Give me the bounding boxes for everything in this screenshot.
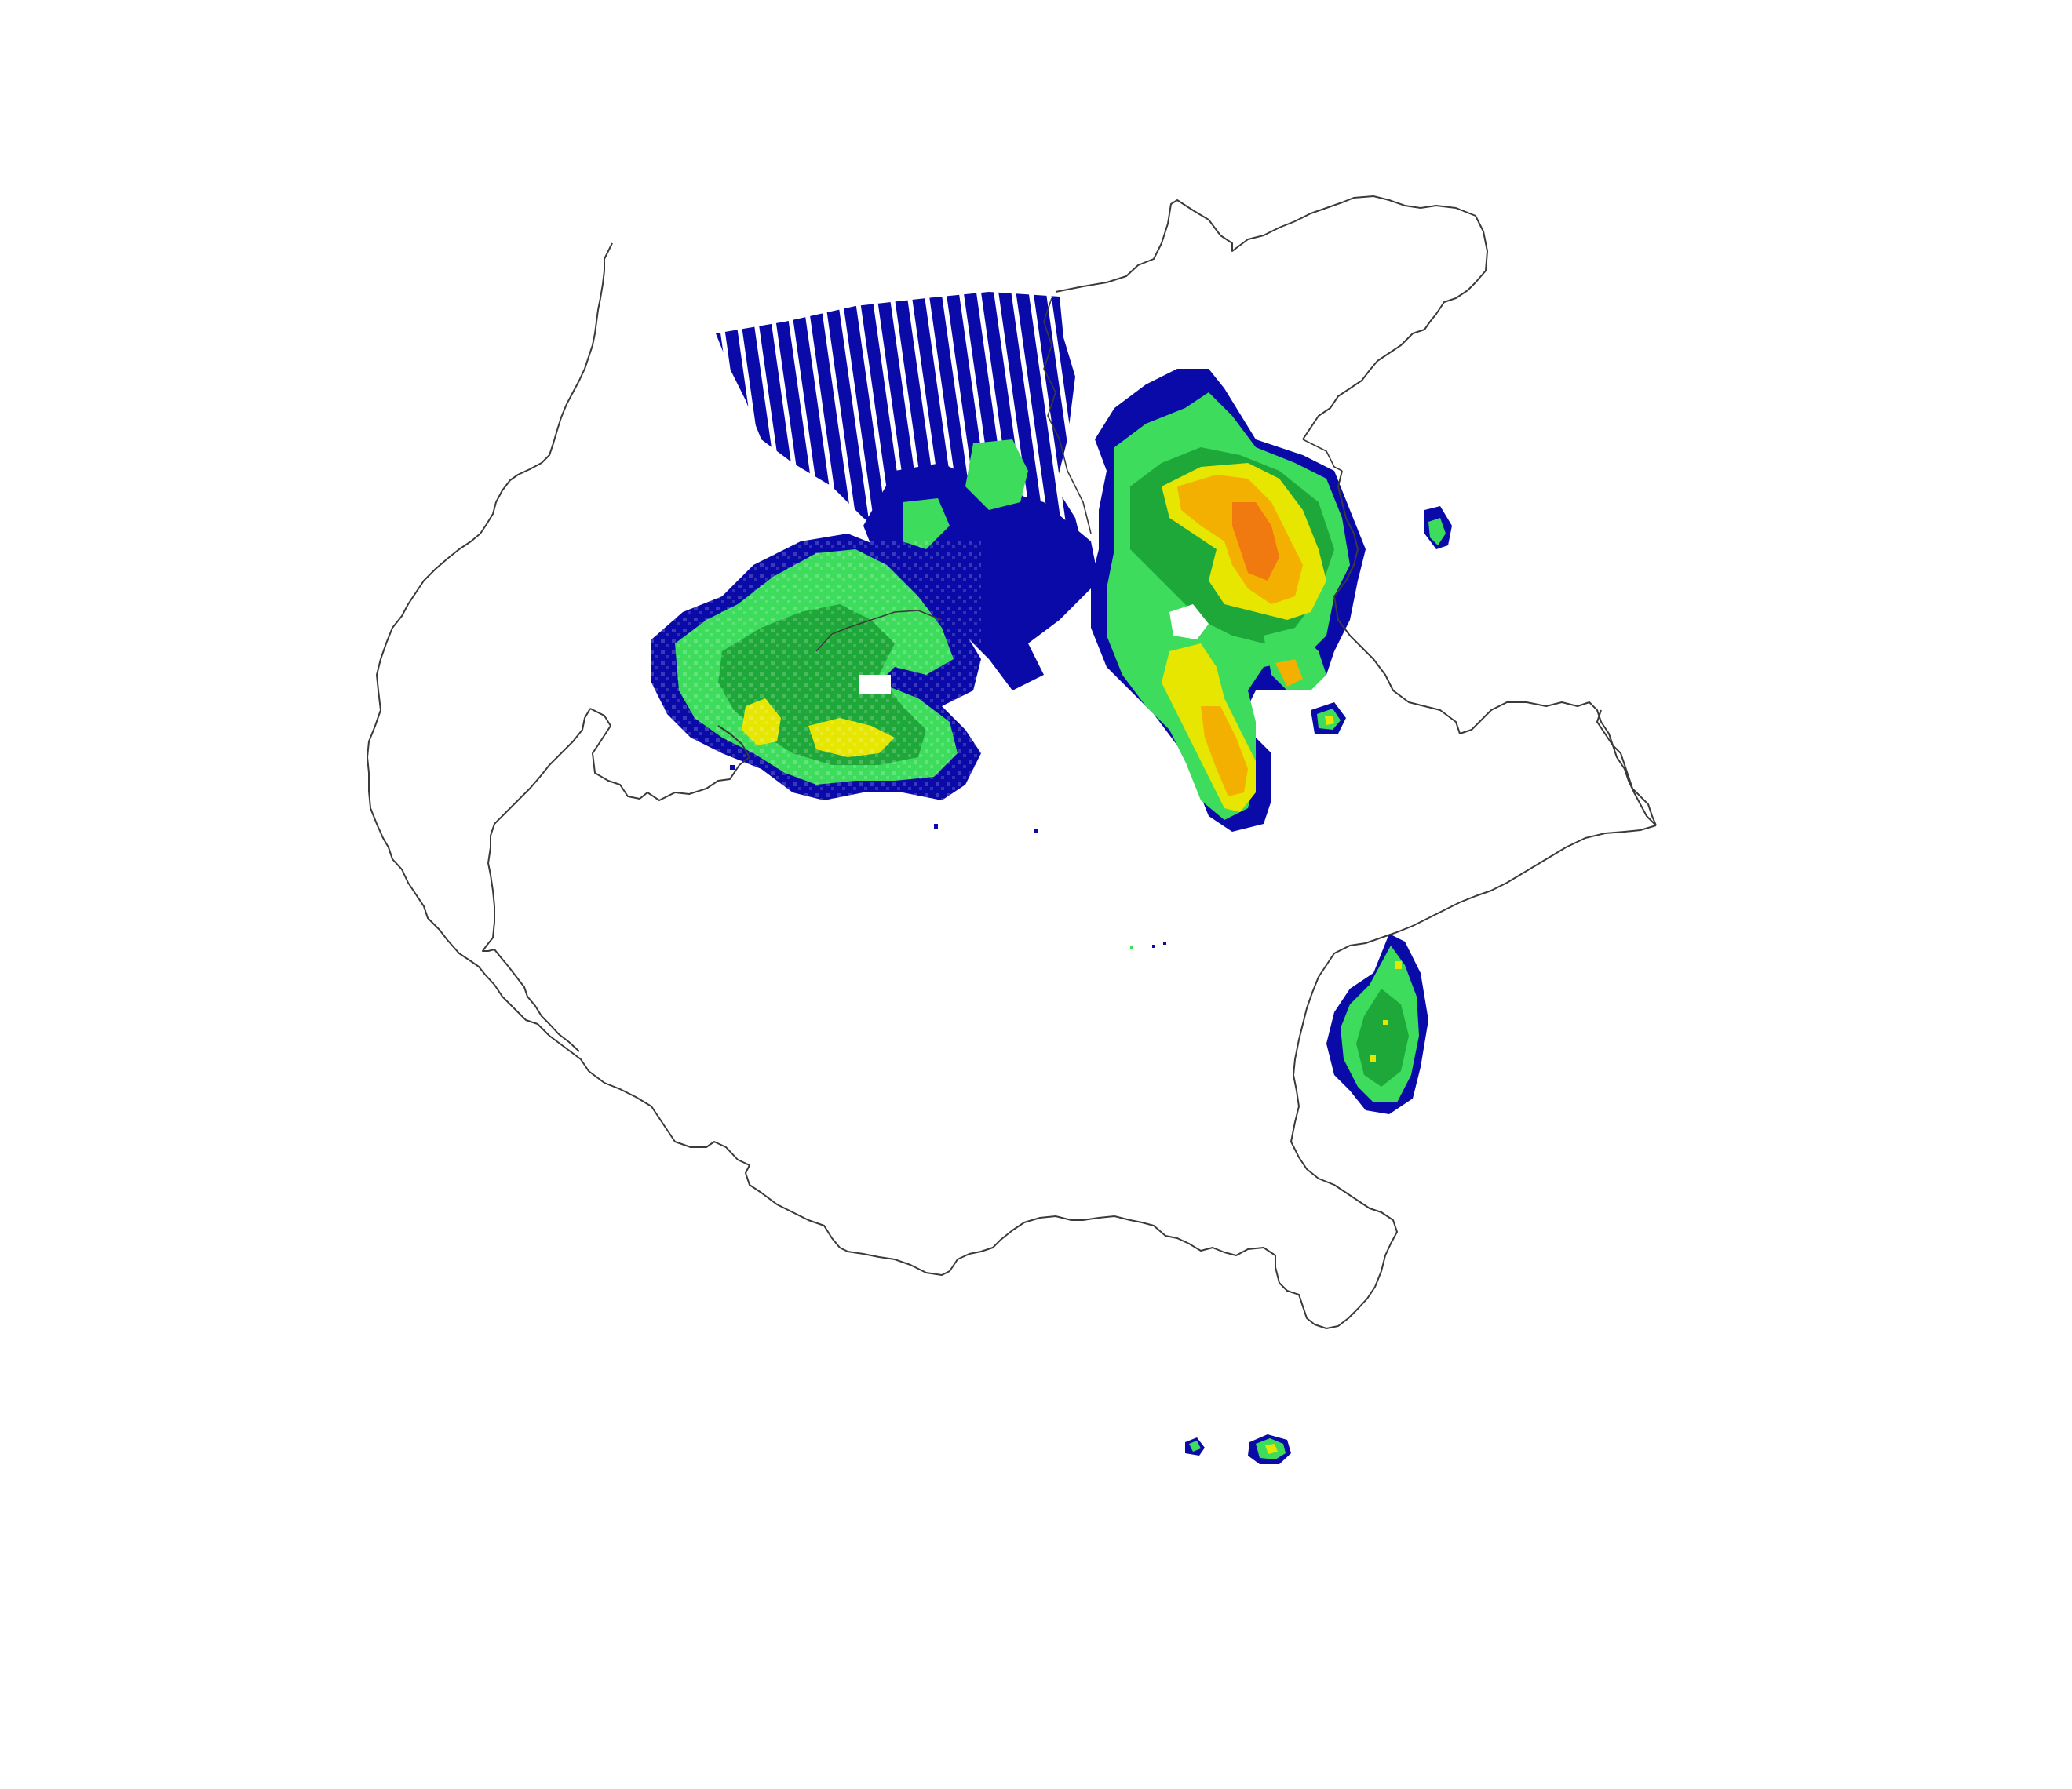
radial-band-green-patch-2 (903, 498, 950, 549)
echo-dot (1034, 829, 1038, 833)
inner-border-west (815, 610, 943, 652)
echo-dot (934, 824, 938, 829)
south-cell-b-yellow (1265, 1444, 1278, 1454)
isolated-echoes (730, 639, 1166, 949)
south-cell-a-green (1189, 1441, 1201, 1452)
southeast-offshore-cell (1326, 934, 1428, 1114)
echo-dot (1163, 942, 1166, 945)
precipitation-layer (651, 292, 1452, 1464)
southeast-cell-yellow-3 (1383, 1020, 1388, 1025)
region-outer-boundary (367, 195, 1657, 1329)
echo-dot (1130, 946, 1133, 949)
central-cluster-right-lobe-heavy (1275, 659, 1303, 687)
coastline-boundary (1596, 709, 1657, 826)
echo-dot (1152, 945, 1155, 948)
southeast-cell-yellow-1 (1395, 961, 1402, 969)
central-cluster-gap (1169, 604, 1209, 639)
inner-border-north (1043, 297, 1092, 534)
echo-dot (1020, 639, 1027, 646)
boundary-layer (367, 195, 1657, 1329)
inner-border-east (1302, 439, 1343, 472)
echo-dot (730, 765, 735, 770)
west-cluster (651, 534, 981, 800)
western-state-boundary (482, 708, 591, 1052)
central-north-cluster (1091, 369, 1366, 832)
east-cell-green (1428, 518, 1446, 545)
south-central-small-cell (1311, 702, 1346, 734)
south-offshore-cells (1185, 1434, 1291, 1464)
radial-band-green-patch (965, 439, 1028, 510)
west-cluster-texture (651, 541, 981, 800)
south-central-yellow (1325, 716, 1334, 725)
southeast-cell-moderate (1356, 989, 1409, 1087)
central-cluster-intense-tail (1201, 706, 1248, 796)
central-cluster-very-intense (1232, 502, 1279, 581)
east-small-cell (1424, 506, 1452, 549)
southeast-cell-yellow-2 (1370, 1055, 1376, 1062)
